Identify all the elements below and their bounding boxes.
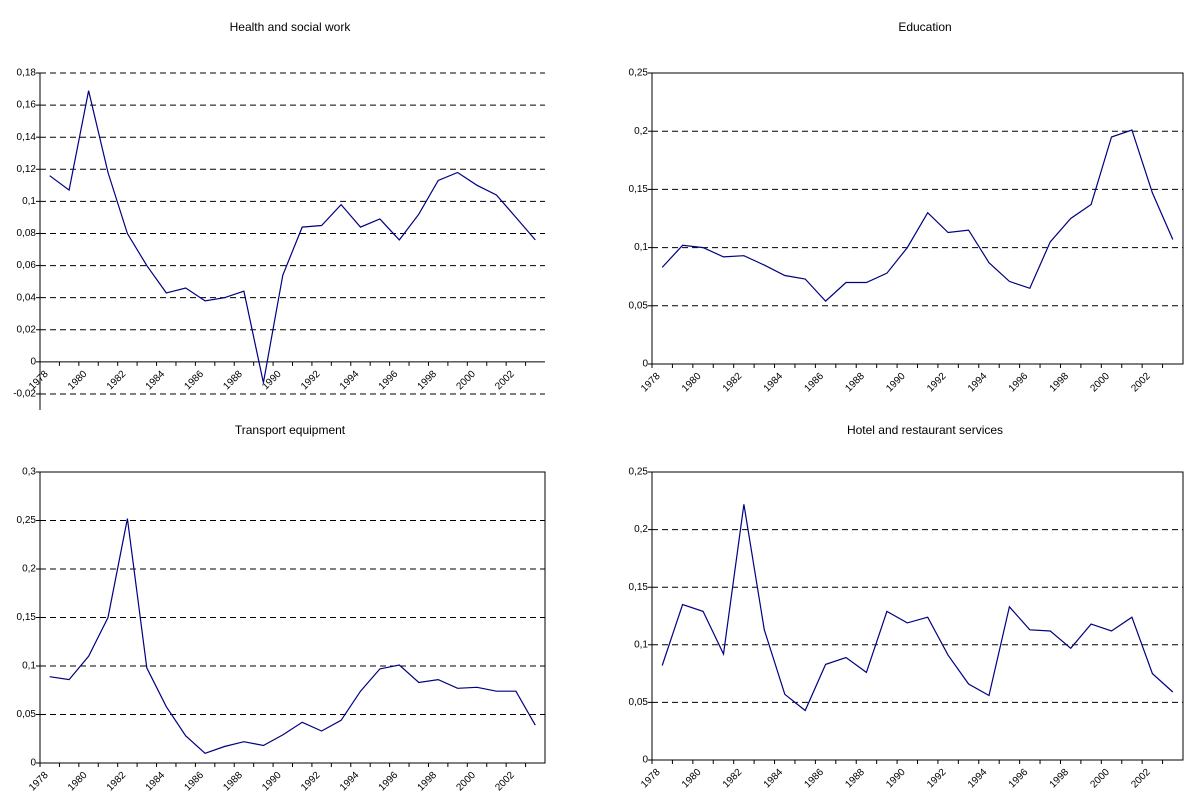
y-tick-label: 0,2 [22, 564, 36, 575]
x-tick-label: 1988 [843, 767, 867, 791]
y-tick-label: 0,15 [629, 184, 649, 195]
x-tick-label: 1980 [680, 371, 704, 395]
plot-frame [651, 72, 1184, 365]
x-tick-label: 1978 [639, 371, 663, 395]
y-tick-label: 0,18 [17, 68, 37, 79]
x-tick-label: 1988 [221, 770, 245, 791]
y-tick-label: 0,3 [22, 467, 36, 478]
y-tick-label: 0,25 [629, 68, 649, 79]
y-tick-label: 0 [642, 359, 648, 370]
x-tick-label: 1992 [299, 770, 323, 791]
chart-title: Transport equipment [235, 423, 346, 437]
x-tick-label: 1986 [183, 368, 207, 392]
plot-frame [651, 471, 1184, 761]
y-tick-label: 0,12 [17, 164, 37, 175]
x-tick-label: 1982 [721, 371, 745, 395]
x-tick-label: 1980 [66, 770, 90, 791]
y-tick-label: 0,15 [629, 582, 649, 593]
x-tick-label: 1998 [1048, 767, 1072, 791]
x-tick-label: 1986 [803, 767, 827, 791]
x-tick-label: 2002 [493, 368, 517, 392]
data-line [49, 90, 536, 383]
x-tick-label: 1990 [884, 767, 908, 791]
x-tick-label: 1994 [966, 767, 990, 791]
x-tick-label: 1996 [1007, 767, 1031, 791]
x-tick-label: 2002 [493, 770, 517, 791]
x-tick-label: 1992 [299, 368, 323, 392]
y-tick-label: 0,25 [629, 467, 649, 478]
x-tick-label: 1992 [925, 371, 949, 395]
chart-title: Education [898, 20, 951, 34]
data-line [49, 518, 536, 754]
x-tick-label: 1982 [721, 767, 745, 791]
x-tick-label: 1990 [260, 770, 284, 791]
y-tick-label: 0 [642, 755, 648, 766]
y-tick-label: 0,2 [634, 524, 648, 535]
data-line [661, 129, 1174, 302]
x-tick-label: 1998 [416, 770, 440, 791]
x-tick-label: 2000 [1088, 371, 1112, 395]
y-tick-label: 0,02 [17, 324, 37, 335]
y-tick-label: 0,08 [17, 228, 37, 239]
x-tick-label: 1982 [105, 770, 129, 791]
y-tick-label: -0,02 [13, 389, 36, 400]
x-tick-label: 1984 [144, 368, 168, 392]
x-tick-label: 1988 [843, 371, 867, 395]
x-tick-label: 1996 [377, 368, 401, 392]
x-tick-label: 1984 [762, 371, 786, 395]
x-tick-label: 1984 [762, 767, 786, 791]
y-tick-label: 0,1 [22, 196, 36, 207]
x-tick-label: 2000 [454, 368, 478, 392]
x-tick-label: 1980 [680, 767, 704, 791]
x-tick-label: 1996 [377, 770, 401, 791]
x-tick-label: 1980 [66, 368, 90, 392]
x-tick-label: 1992 [925, 767, 949, 791]
x-tick-label: 1986 [803, 371, 827, 395]
x-tick-label: 2000 [1088, 767, 1112, 791]
y-tick-label: 0,15 [17, 612, 37, 623]
x-tick-label: 1998 [416, 368, 440, 392]
y-tick-label: 0,04 [17, 292, 37, 303]
y-tick-label: 0,25 [17, 515, 37, 526]
x-tick-label: 1990 [884, 371, 908, 395]
data-line [661, 504, 1174, 712]
x-tick-label: 2002 [1129, 371, 1153, 395]
y-tick-label: 0,1 [22, 661, 36, 672]
x-tick-label: 1984 [144, 770, 168, 791]
y-tick-label: 0,05 [17, 709, 37, 720]
x-tick-label: 2000 [454, 770, 478, 791]
y-tick-label: 0,05 [629, 697, 649, 708]
x-tick-label: 1986 [183, 770, 207, 791]
x-tick-label: 1978 [27, 368, 51, 392]
x-tick-label: 1988 [221, 368, 245, 392]
y-tick-label: 0,05 [629, 300, 649, 311]
chart-title: Health and social work [230, 20, 352, 34]
x-tick-label: 1982 [105, 368, 129, 392]
y-tick-label: 0 [30, 356, 36, 367]
chart-title: Hotel and restaurant services [847, 423, 1003, 437]
y-tick-label: 0,2 [634, 126, 648, 137]
x-tick-label: 1994 [338, 770, 362, 791]
y-tick-label: 0,1 [634, 639, 648, 650]
y-tick-label: 0,16 [17, 100, 37, 111]
x-tick-label: 1978 [27, 770, 51, 791]
x-tick-label: 1978 [639, 767, 663, 791]
y-tick-label: 0,14 [17, 132, 37, 143]
y-tick-label: 0,1 [634, 242, 648, 253]
x-tick-label: 1998 [1048, 371, 1072, 395]
x-tick-label: 1994 [966, 371, 990, 395]
x-tick-label: 2002 [1129, 767, 1153, 791]
y-tick-label: 0,06 [17, 260, 37, 271]
y-tick-label: 0 [30, 758, 36, 769]
x-tick-label: 1994 [338, 368, 362, 392]
x-tick-label: 1996 [1007, 371, 1031, 395]
